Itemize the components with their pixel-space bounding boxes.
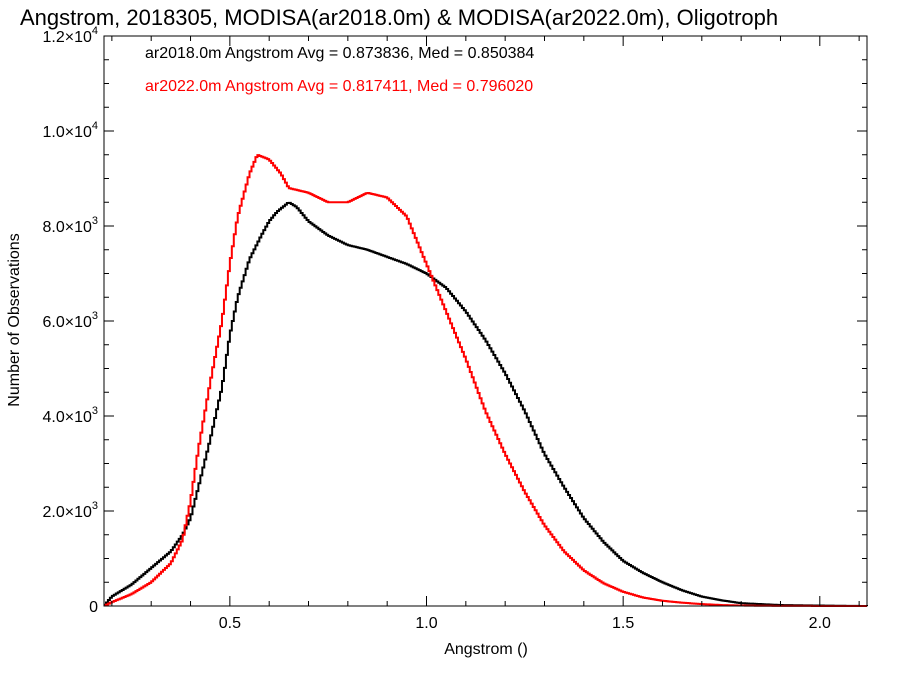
- y-tick-label: 8.0×103: [42, 215, 98, 236]
- y-tick-label: 2.0×103: [42, 500, 98, 521]
- y-tick-label: 6.0×103: [42, 310, 98, 331]
- x-tick-label: 2.0: [809, 615, 831, 632]
- tick-group: 0.5 1.0 1.5 2.0 0 2.0×103 4.0×103 6.0×103 8.0×10…: [42, 25, 868, 632]
- y-tick-label: 4.0×103: [42, 405, 98, 426]
- y-axis-title: Number of Observations: [6, 233, 23, 406]
- series-1-line: [104, 154, 867, 607]
- plot-frame: [103, 35, 868, 607]
- chart-title: Angstrom, 2018305, MODISA(ar2018.0m) & M…: [20, 5, 778, 30]
- series-0-line: [104, 201, 868, 607]
- y-axis-title-group: Number of Observations: [6, 233, 23, 406]
- x-tick-label: 1.5: [612, 615, 634, 632]
- legend-entry-ar2022: ar2022.0m Angstrom Avg = 0.817411, Med =…: [145, 78, 533, 95]
- y-tick-label: 1.0×104: [42, 120, 98, 141]
- x-tick-label: 0.5: [219, 615, 241, 632]
- legend-entry-ar2018: ar2018.0m Angstrom Avg = 0.873836, Med =…: [145, 45, 534, 62]
- y-tick-label: 0: [89, 599, 98, 616]
- x-tick-label: 1.0: [415, 615, 437, 632]
- plot-area: [104, 154, 868, 607]
- y-tick-label: 1.2×104: [42, 25, 98, 46]
- x-axis-title: Angstrom (): [444, 641, 528, 658]
